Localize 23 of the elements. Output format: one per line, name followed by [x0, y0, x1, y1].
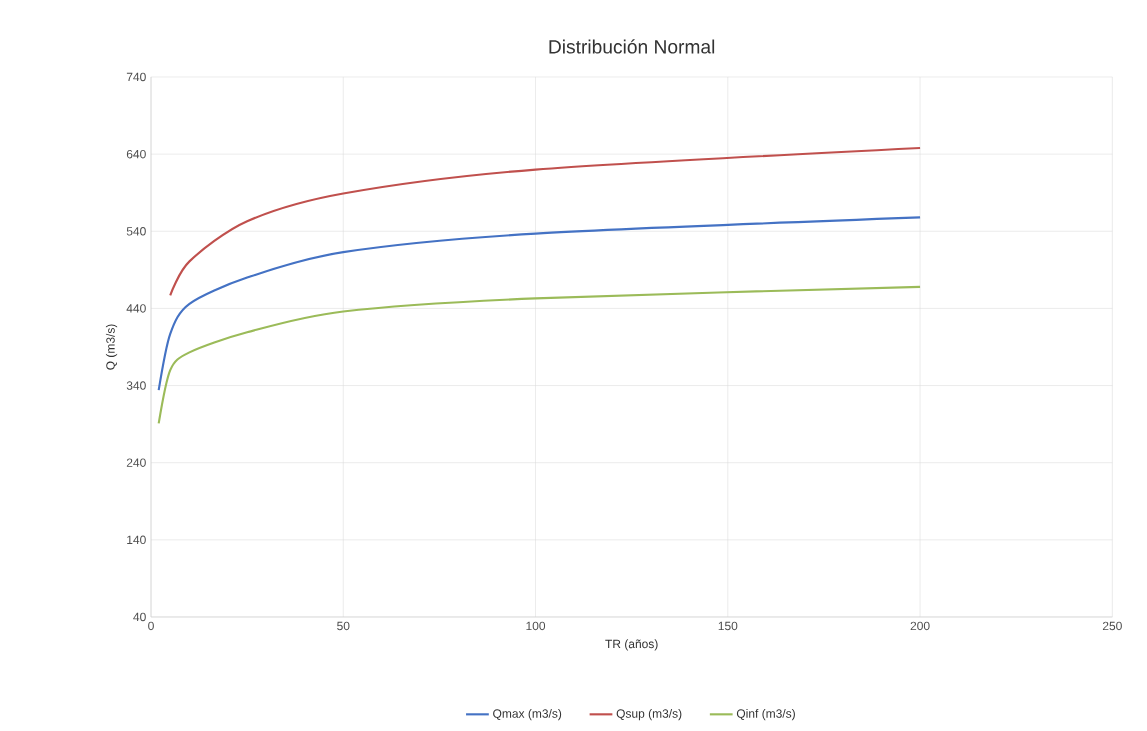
y-tick-label: 540: [126, 227, 146, 236]
chart-title: Distribución Normal: [549, 39, 715, 54]
legend-label: Qmax (m3/s): [493, 708, 562, 721]
legend-label: Qinf (m3/s): [736, 708, 795, 721]
y-tick-label: 240: [126, 458, 146, 467]
y-tick-label: 440: [126, 304, 146, 313]
x-tick-label: 100: [526, 621, 546, 631]
x-tick-label: 200: [910, 621, 930, 631]
legend-label: Qsup (m3/s): [616, 708, 682, 721]
line-series: [169, 146, 922, 297]
line-series: [157, 285, 922, 425]
x-tick-label: 250: [1102, 621, 1122, 631]
x-tick-label: 0: [148, 621, 154, 631]
y-tick-label: 340: [126, 381, 146, 390]
y-axis-title: Q (m3/s): [105, 324, 118, 370]
y-tick-label: 40: [133, 612, 146, 622]
x-tick-label: 150: [718, 621, 738, 631]
x-axis-title: TR (años): [605, 639, 658, 651]
y-tick-label: 740: [126, 72, 146, 82]
y-tick-label: 140: [127, 535, 146, 545]
line-series: [157, 216, 922, 392]
x-tick-label: 50: [337, 621, 350, 631]
y-tick-label: 640: [126, 149, 146, 159]
